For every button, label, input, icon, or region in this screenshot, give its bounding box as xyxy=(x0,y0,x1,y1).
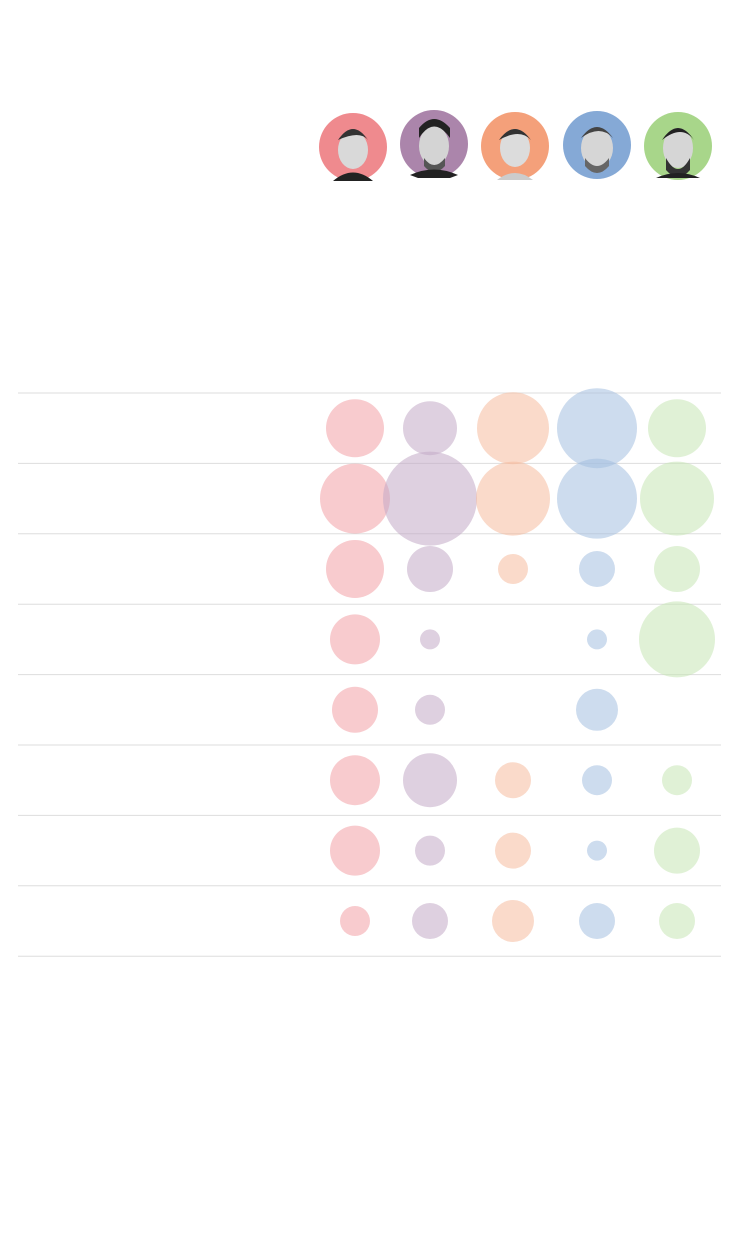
bubble xyxy=(654,546,700,592)
bubble xyxy=(587,840,607,861)
bubble xyxy=(654,827,700,874)
bubble xyxy=(326,540,384,598)
bubble xyxy=(420,629,440,650)
bubble xyxy=(330,825,380,876)
bubble xyxy=(662,765,692,796)
bubble xyxy=(403,401,457,456)
bubble xyxy=(639,601,715,678)
bubble xyxy=(557,458,637,539)
bubble xyxy=(332,686,378,733)
bubble xyxy=(495,762,531,799)
bubble xyxy=(579,551,615,587)
bubble xyxy=(383,451,477,546)
bubble xyxy=(477,392,549,465)
bubble xyxy=(498,554,528,584)
portrait xyxy=(400,110,468,178)
bubble xyxy=(412,903,448,939)
bubble xyxy=(415,694,445,725)
portrait xyxy=(481,112,549,180)
bubble xyxy=(587,629,607,650)
bubble xyxy=(579,903,615,939)
bubble xyxy=(403,753,457,808)
bubble xyxy=(330,614,380,665)
bubble xyxy=(640,461,714,536)
bubble xyxy=(340,906,370,936)
portraits xyxy=(319,110,712,181)
bubble xyxy=(576,688,618,731)
bubble xyxy=(582,765,612,796)
bubble xyxy=(407,546,453,592)
bubble xyxy=(557,388,637,469)
portrait xyxy=(644,112,712,180)
bubble xyxy=(330,755,380,806)
bubble xyxy=(495,832,531,869)
bubble xyxy=(659,903,695,939)
bubble xyxy=(415,835,445,866)
bubble xyxy=(476,461,550,536)
bubble xyxy=(320,463,390,534)
bubble xyxy=(648,399,706,458)
portrait xyxy=(563,111,631,179)
bubble xyxy=(492,900,534,942)
portrait xyxy=(319,113,387,181)
bubble xyxy=(326,399,384,458)
